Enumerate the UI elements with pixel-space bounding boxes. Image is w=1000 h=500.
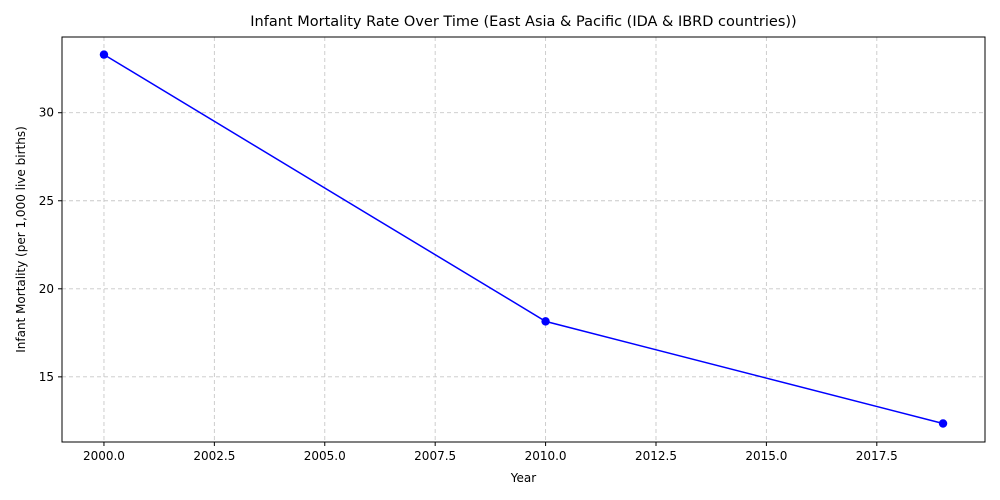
data-point	[99, 50, 109, 59]
y-tick-label: 20	[39, 282, 54, 296]
x-axis-ticks: 2000.0 2002.5 2005.0 2007.5 2010.0 2012.5 2015…	[83, 442, 898, 463]
x-gridlines	[103, 37, 878, 442]
x-tick-label: 2007.5	[414, 449, 456, 463]
x-tick-label: 2002.5	[193, 449, 235, 463]
x-tick-label: 2010.0	[525, 449, 567, 463]
y-tick-label: 15	[39, 370, 54, 384]
plot-frame	[61, 36, 986, 443]
x-tick-label: 2005.0	[304, 449, 346, 463]
chart-title: Infant Mortality Rate Over Time (East As…	[250, 14, 796, 30]
x-tick-label: 2012.5	[635, 449, 677, 463]
x-tick-label: 2017.5	[856, 449, 898, 463]
x-tick-label: 2015.0	[745, 449, 787, 463]
y-axis-label: Infant Mortality (per 1,000 live births)	[14, 126, 28, 353]
y-axis-ticks: 15 20 25 30	[39, 106, 62, 384]
y-tick-label: 30	[39, 106, 54, 120]
x-axis-label: Year	[510, 471, 536, 485]
data-point	[541, 317, 550, 326]
x-tick-label: 2000.0	[83, 449, 125, 463]
data-point	[938, 419, 948, 428]
series-layer	[99, 50, 948, 428]
y-tick-label: 25	[39, 194, 54, 208]
